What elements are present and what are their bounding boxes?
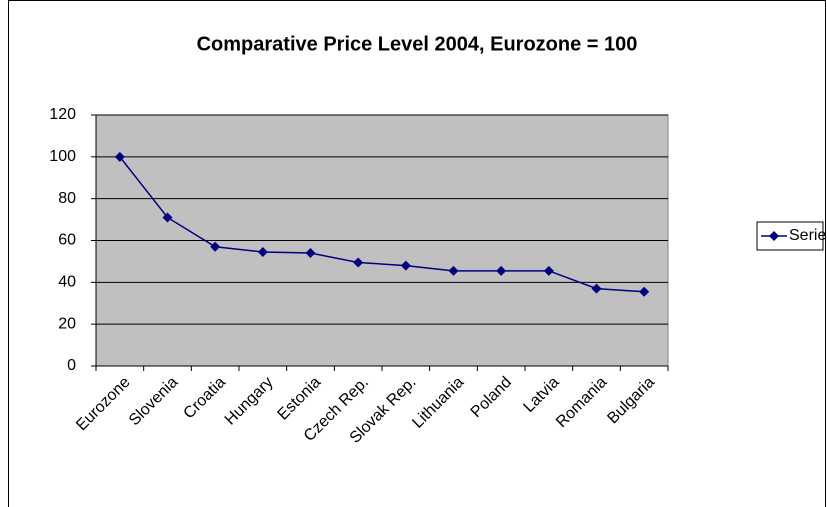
chart-title: Comparative Price Level 2004, Eurozone =… bbox=[197, 33, 638, 55]
data-point bbox=[353, 257, 364, 268]
data-point bbox=[257, 247, 268, 258]
data-point bbox=[496, 265, 507, 276]
data-point bbox=[210, 241, 221, 252]
data-point bbox=[400, 260, 411, 271]
y-tick-label: 80 bbox=[58, 190, 76, 207]
y-tick-label: 60 bbox=[58, 232, 76, 249]
data-point bbox=[162, 212, 173, 223]
y-tick-label: 20 bbox=[58, 315, 76, 332]
y-tick-label: 100 bbox=[49, 148, 76, 165]
data-point bbox=[114, 151, 125, 162]
series-line bbox=[119, 156, 645, 293]
data-point bbox=[639, 286, 650, 297]
y-tick-label: 0 bbox=[67, 357, 76, 374]
y-tick-label: 40 bbox=[58, 274, 76, 291]
data-point bbox=[543, 265, 554, 276]
y-tick-label: 120 bbox=[49, 106, 76, 123]
legend-marker bbox=[769, 231, 779, 241]
data-point bbox=[305, 248, 316, 259]
data-point bbox=[591, 283, 602, 294]
data-point bbox=[448, 265, 459, 276]
legend-label: Series1 bbox=[789, 227, 827, 244]
